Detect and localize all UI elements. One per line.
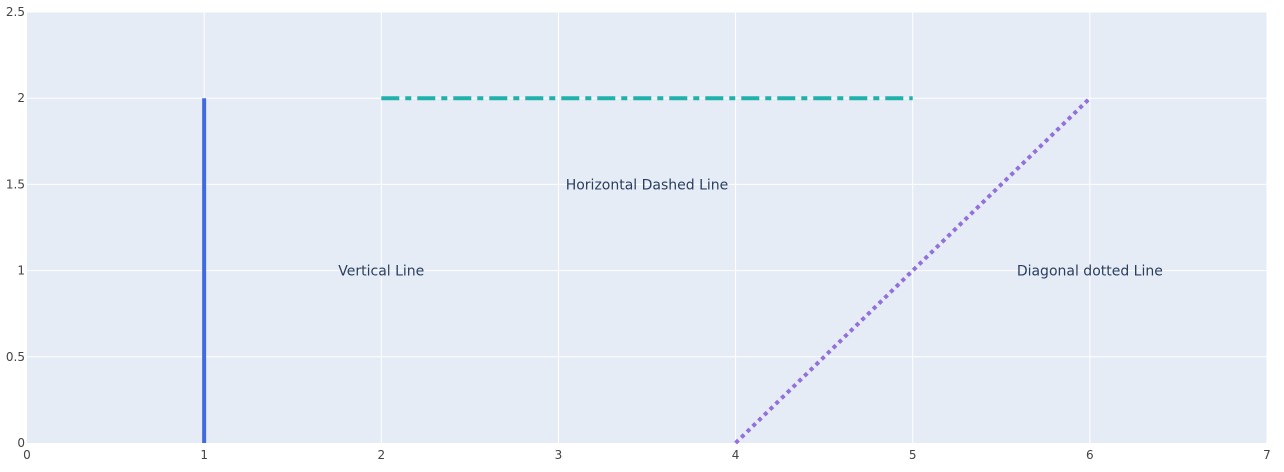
- x-tick-label-1: 1: [200, 448, 208, 462]
- series-line-2: [734, 96, 1092, 445]
- x-tick-label-4: 4: [732, 448, 740, 462]
- plot-background: [27, 12, 1267, 443]
- y-tick-label-3: 1.5: [6, 177, 25, 191]
- x-tick-label-7: 7: [1263, 448, 1271, 462]
- y-tick-label-5: 2.5: [6, 5, 25, 19]
- y-tick-label-2: 1: [17, 264, 25, 278]
- y-axis-tick-labels: 0 0.5 1 1.5 2 2.5: [6, 5, 25, 450]
- x-tick-label-6: 6: [1086, 448, 1094, 462]
- grid: [27, 11, 1268, 443]
- x-tick-label-3: 3: [555, 448, 563, 462]
- x-tick-label-2: 2: [377, 448, 385, 462]
- annotation-1: Horizontal Dashed Line: [566, 177, 729, 193]
- x-axis-tick-labels: 0 1 2 3 4 5 6 7: [23, 448, 1271, 462]
- annotations: Vertical Line Horizontal Dashed Line Diago…: [338, 177, 1163, 279]
- annotation-2: Diagonal dotted Line: [1017, 264, 1163, 280]
- y-tick-label-1: 0.5: [6, 350, 25, 364]
- x-tick-label-0: 0: [23, 448, 31, 462]
- x-tick-label-5: 5: [909, 448, 917, 462]
- y-tick-label-4: 2: [17, 91, 25, 105]
- annotation-0: Vertical Line: [338, 264, 424, 280]
- y-tick-label-0: 0: [17, 436, 25, 450]
- series-group: [202, 96, 1092, 445]
